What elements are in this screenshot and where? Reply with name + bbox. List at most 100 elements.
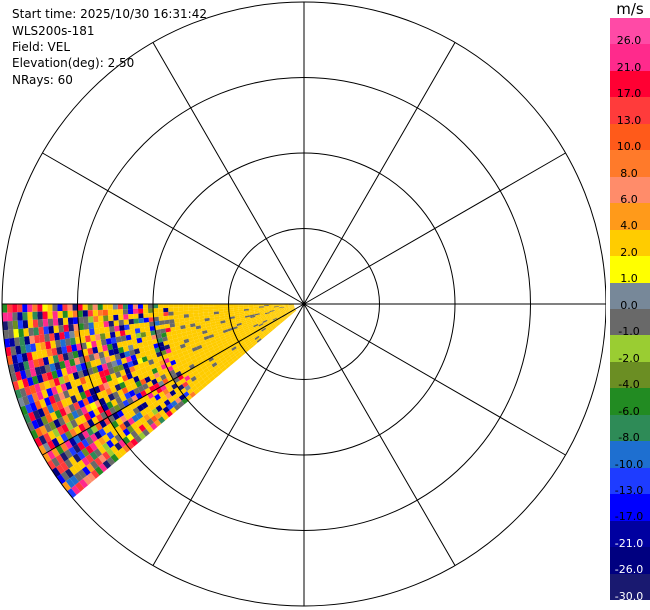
velocity-cell bbox=[46, 450, 56, 460]
velocity-cell bbox=[217, 361, 224, 368]
velocity-cell bbox=[64, 359, 71, 368]
velocity-cell bbox=[68, 446, 77, 457]
velocity-cell bbox=[163, 311, 169, 317]
velocity-cell bbox=[133, 387, 141, 395]
velocity-cell bbox=[154, 320, 160, 326]
velocity-cell bbox=[72, 386, 80, 396]
velocity-cell bbox=[155, 405, 163, 413]
velocity-cell bbox=[177, 336, 184, 342]
velocity-cell bbox=[127, 361, 134, 368]
velocity-cell bbox=[233, 305, 239, 309]
velocity-cell bbox=[174, 397, 182, 404]
velocity-cell bbox=[169, 389, 177, 397]
velocity-cell bbox=[112, 378, 120, 386]
velocity-cell bbox=[283, 315, 288, 319]
velocity-cell bbox=[57, 318, 64, 326]
velocity-cell bbox=[271, 315, 277, 318]
velocity-cell bbox=[279, 309, 285, 312]
velocity-cell bbox=[184, 375, 191, 382]
velocity-cell bbox=[204, 338, 211, 343]
velocity-cell bbox=[94, 430, 103, 440]
velocity-cell bbox=[274, 320, 280, 325]
velocity-cell bbox=[109, 326, 115, 333]
velocity-cell bbox=[243, 326, 249, 330]
velocity-cell bbox=[79, 478, 89, 489]
velocity-cell bbox=[220, 322, 227, 327]
velocity-cell bbox=[226, 325, 233, 330]
velocity-cell bbox=[230, 333, 236, 338]
velocity-cell bbox=[133, 313, 139, 319]
velocity-cell bbox=[152, 357, 159, 364]
velocity-cell bbox=[110, 436, 119, 446]
velocity-cell bbox=[67, 304, 73, 311]
velocity-cell bbox=[81, 466, 91, 476]
velocity-cell bbox=[91, 366, 99, 374]
velocity-cell bbox=[274, 307, 280, 310]
velocity-cell bbox=[115, 336, 122, 343]
velocity-cell bbox=[78, 423, 87, 433]
velocity-cell bbox=[264, 310, 270, 313]
velocity-cell bbox=[16, 353, 23, 363]
velocity-cell bbox=[173, 311, 179, 316]
velocity-cell bbox=[159, 359, 166, 366]
velocity-cell bbox=[44, 364, 52, 373]
velocity-cell bbox=[77, 469, 87, 479]
velocity-cell bbox=[112, 391, 120, 399]
velocity-cell bbox=[140, 409, 148, 417]
velocity-cell bbox=[122, 436, 131, 445]
velocity-cell bbox=[276, 322, 281, 327]
velocity-cell bbox=[142, 383, 149, 390]
velocity-cell bbox=[135, 332, 142, 339]
velocity-cell bbox=[233, 328, 239, 332]
velocity-cell bbox=[106, 431, 115, 440]
velocity-cell bbox=[190, 323, 196, 328]
velocity-cell bbox=[82, 475, 92, 486]
velocity-cell bbox=[98, 315, 104, 322]
velocity-cell bbox=[115, 417, 124, 426]
velocity-cell bbox=[284, 305, 290, 307]
velocity-cell bbox=[122, 428, 131, 437]
velocity-cell bbox=[85, 445, 94, 455]
velocity-cell bbox=[160, 374, 167, 381]
velocity-cell bbox=[122, 362, 129, 370]
velocity-cell bbox=[5, 347, 12, 357]
velocity-cell bbox=[200, 353, 207, 359]
velocity-cell bbox=[12, 312, 18, 321]
velocity-cell bbox=[249, 314, 255, 317]
velocity-cell bbox=[143, 317, 149, 323]
velocity-cell bbox=[210, 339, 217, 344]
velocity-cell bbox=[209, 317, 215, 321]
velocity-cell bbox=[52, 304, 58, 312]
velocity-cell bbox=[197, 347, 204, 353]
velocity-cell bbox=[173, 315, 179, 320]
velocity-cell bbox=[94, 399, 102, 408]
velocity-cell bbox=[156, 365, 163, 373]
velocity-cell bbox=[279, 306, 285, 309]
velocity-cell bbox=[71, 344, 78, 352]
velocity-cell bbox=[253, 306, 259, 309]
velocity-cell bbox=[208, 356, 214, 363]
velocity-cell bbox=[199, 321, 206, 326]
velocity-cell bbox=[228, 310, 234, 313]
velocity-cell bbox=[158, 316, 164, 321]
velocity-cell bbox=[41, 349, 48, 358]
velocity-cell bbox=[138, 318, 144, 324]
velocity-cell bbox=[97, 345, 104, 353]
velocity-cell bbox=[283, 305, 289, 307]
velocity-cell bbox=[278, 317, 283, 321]
velocity-cell bbox=[221, 340, 228, 345]
velocity-cell bbox=[83, 322, 89, 330]
velocity-cell bbox=[129, 323, 135, 330]
velocity-cell bbox=[154, 325, 161, 331]
velocity-cell bbox=[280, 311, 286, 314]
velocity-cell bbox=[277, 315, 282, 319]
velocity-cell bbox=[177, 352, 184, 358]
velocity-cell bbox=[283, 315, 288, 319]
velocity-cell bbox=[164, 323, 171, 329]
velocity-cell bbox=[22, 378, 30, 388]
velocity-cell bbox=[197, 385, 204, 392]
velocity-cell bbox=[130, 354, 137, 361]
velocity-cell bbox=[228, 308, 234, 311]
velocity-cell bbox=[254, 311, 260, 315]
velocity-cell bbox=[103, 315, 109, 322]
